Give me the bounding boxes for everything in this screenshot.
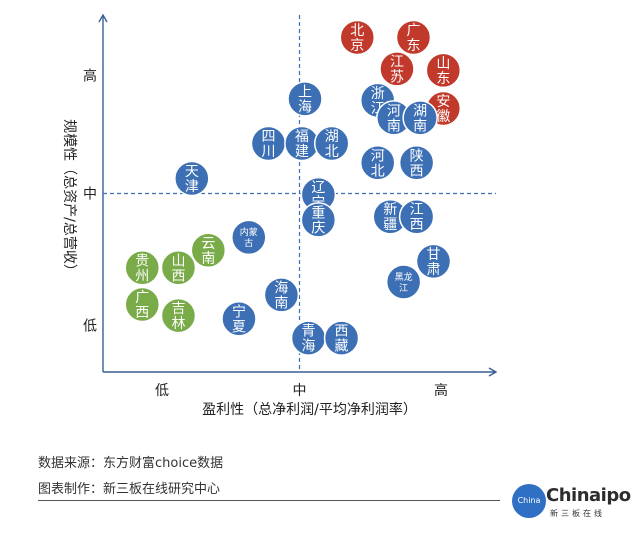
region-bubble: 福建 (284, 125, 320, 162)
bubble-point (287, 81, 323, 117)
region-bubble: 陕西 (398, 145, 435, 181)
region-bubble: 江西 (398, 198, 435, 235)
bubble-label: 天津 (185, 164, 199, 195)
logo-name: Chinaipo (546, 485, 631, 506)
bubble-label: 河北 (371, 148, 385, 179)
x-axis-arrow (488, 367, 498, 377)
region-bubble: 海南 (263, 277, 300, 313)
region-bubble: 湖北 (313, 125, 350, 162)
bubble-label: 山东 (436, 56, 450, 87)
bubble-label: 陕西 (410, 148, 424, 179)
region-bubble: 山西 (160, 250, 197, 286)
bubble-point (263, 277, 300, 313)
bubble-label: 云南 (201, 236, 215, 267)
bubble-label: 湖北 (325, 129, 339, 160)
logo-circle-icon: China ipo (512, 484, 546, 539)
bubble-point (160, 297, 197, 334)
bubble-label: 广西 (135, 290, 149, 321)
region-bubble: 黑龙江 (385, 264, 422, 300)
bubble-point (379, 51, 415, 87)
region-bubble: 北京 (339, 19, 376, 56)
bubble-label: 广东 (406, 23, 420, 54)
y-tick-label: 中 (83, 187, 97, 203)
region-bubble: 吉林 (160, 297, 197, 334)
region-bubble: 宁夏 (221, 301, 257, 337)
region-bubble: 广西 (124, 286, 161, 323)
bubble-point (160, 250, 197, 286)
bubble-label: 山西 (171, 253, 185, 284)
bubble-label: 湖南 (413, 103, 427, 134)
chart-producer-text: 图表制作：新三板在线研究中心 (38, 482, 221, 497)
region-bubble: 重庆 (300, 202, 337, 238)
bubble-label: 贵州 (135, 253, 149, 284)
bubble-label: 西藏 (335, 324, 349, 355)
region-bubble: 山东 (425, 52, 462, 89)
bubble-scatter-chart: 低中高高中低盈利性（总净利润/平均净利润率）规模性（总资产/总营收）北京广东江苏… (61, 13, 498, 418)
bubble-point (359, 145, 396, 181)
bubble-point (398, 198, 435, 235)
y-tick-label: 低 (83, 319, 97, 335)
region-bubble: 江苏 (379, 51, 415, 87)
bubble-point (300, 202, 337, 238)
y-axis-arrow (98, 13, 108, 23)
x-tick-label: 低 (155, 383, 169, 399)
bubble-label: 江苏 (390, 54, 404, 85)
x-axis-title: 盈利性（总净利润/平均净利润率） (202, 401, 417, 418)
bubble-label: 新疆 (383, 202, 397, 233)
bubble-label: 内蒙古 (240, 226, 258, 249)
bubble-point (398, 145, 435, 181)
bubble-point (323, 320, 360, 356)
region-bubble: 上海 (287, 81, 323, 117)
bubble-point (124, 286, 161, 323)
region-bubble: 湖南 (402, 100, 438, 136)
bubble-label: 福建 (295, 129, 309, 160)
logo-subtitle: 新三板在线 (550, 509, 605, 518)
bubble-label: 四川 (261, 129, 275, 160)
y-axis-title: 规模性（总资产/总营收） (61, 119, 77, 278)
data-source-text: 数据来源：东方财富choice数据 (38, 456, 224, 471)
x-tick-label: 高 (434, 382, 448, 399)
bubble-label: 重庆 (311, 205, 325, 236)
chinaipo-logo: China ipo Chinaipo 新三板在线 (506, 484, 631, 539)
region-bubble: 天津 (174, 160, 210, 197)
bubble-label: 黑龙江 (395, 271, 413, 294)
region-bubble: 云南 (190, 232, 227, 269)
bubble-label: 甘肃 (427, 247, 441, 278)
bubble-point (415, 243, 452, 280)
bubble-point (190, 232, 227, 269)
x-tick-label: 中 (293, 383, 307, 399)
bubble-point (231, 219, 267, 256)
bubble-point (174, 160, 210, 197)
bubble-point (313, 125, 350, 162)
bubble-point (385, 264, 422, 300)
y-tick-label: 高 (83, 68, 97, 85)
bubble-label: 河南 (387, 103, 401, 134)
bubble-point (402, 100, 438, 136)
bubble-label: 宁夏 (232, 303, 246, 335)
bubble-label: 安徽 (436, 94, 450, 125)
region-bubble: 贵州 (124, 250, 161, 286)
region-bubble: 青海 (290, 320, 327, 356)
region-bubble: 河北 (359, 145, 396, 181)
region-bubble: 河南 (376, 100, 412, 136)
bubble-label: 上海 (298, 84, 312, 115)
region-bubble: 内蒙古 (231, 219, 267, 256)
bubble-label: 吉林 (171, 301, 185, 332)
bubble-point (425, 52, 462, 89)
region-bubble: 甘肃 (415, 243, 452, 280)
bubble-point (124, 250, 161, 286)
region-bubble: 广东 (395, 19, 432, 56)
bubble-point (221, 301, 257, 337)
region-bubble: 四川 (250, 125, 287, 162)
bubble-label: 海南 (274, 280, 288, 311)
bubble-label: 青海 (302, 324, 316, 355)
bubble-label: 江西 (410, 202, 424, 233)
region-bubble: 西藏 (323, 320, 360, 356)
bubble-point (395, 19, 432, 56)
bubble-point (339, 19, 376, 56)
bubble-label: 北京 (350, 23, 364, 54)
footer-divider (38, 500, 500, 501)
